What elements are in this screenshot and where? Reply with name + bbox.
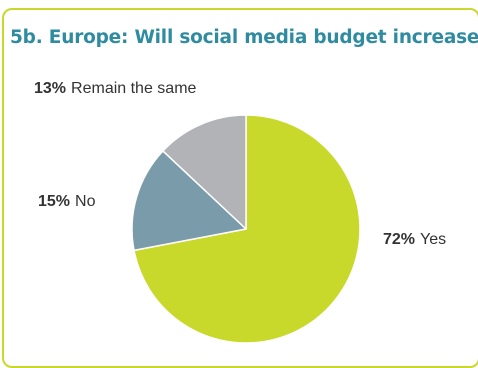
chart-title: 5b. Europe: Will social media budget inc… — [10, 27, 478, 48]
slice-label-yes: 72% Yes — [383, 231, 446, 248]
slice-label-no: 15% No — [38, 193, 96, 210]
slice-percent-no: 15% — [38, 193, 70, 210]
pie-slice-no — [131, 150, 247, 252]
pie-slices — [131, 114, 361, 344]
slice-label-remain-the-same: 13% Remain the same — [34, 80, 197, 97]
slice-name-no: No — [75, 193, 96, 210]
slice-percent-yes: 72% — [383, 231, 415, 248]
pie-slice-yes — [133, 114, 361, 344]
pie-chart: 72% Yes 15% No 13% Remain the same — [34, 80, 446, 344]
slice-name-yes: Yes — [420, 231, 446, 248]
slice-name-remain-the-same: Remain the same — [71, 80, 196, 97]
slice-percent-remain-the-same: 13% — [34, 80, 66, 97]
pie-slice-remain-the-same — [162, 114, 247, 230]
